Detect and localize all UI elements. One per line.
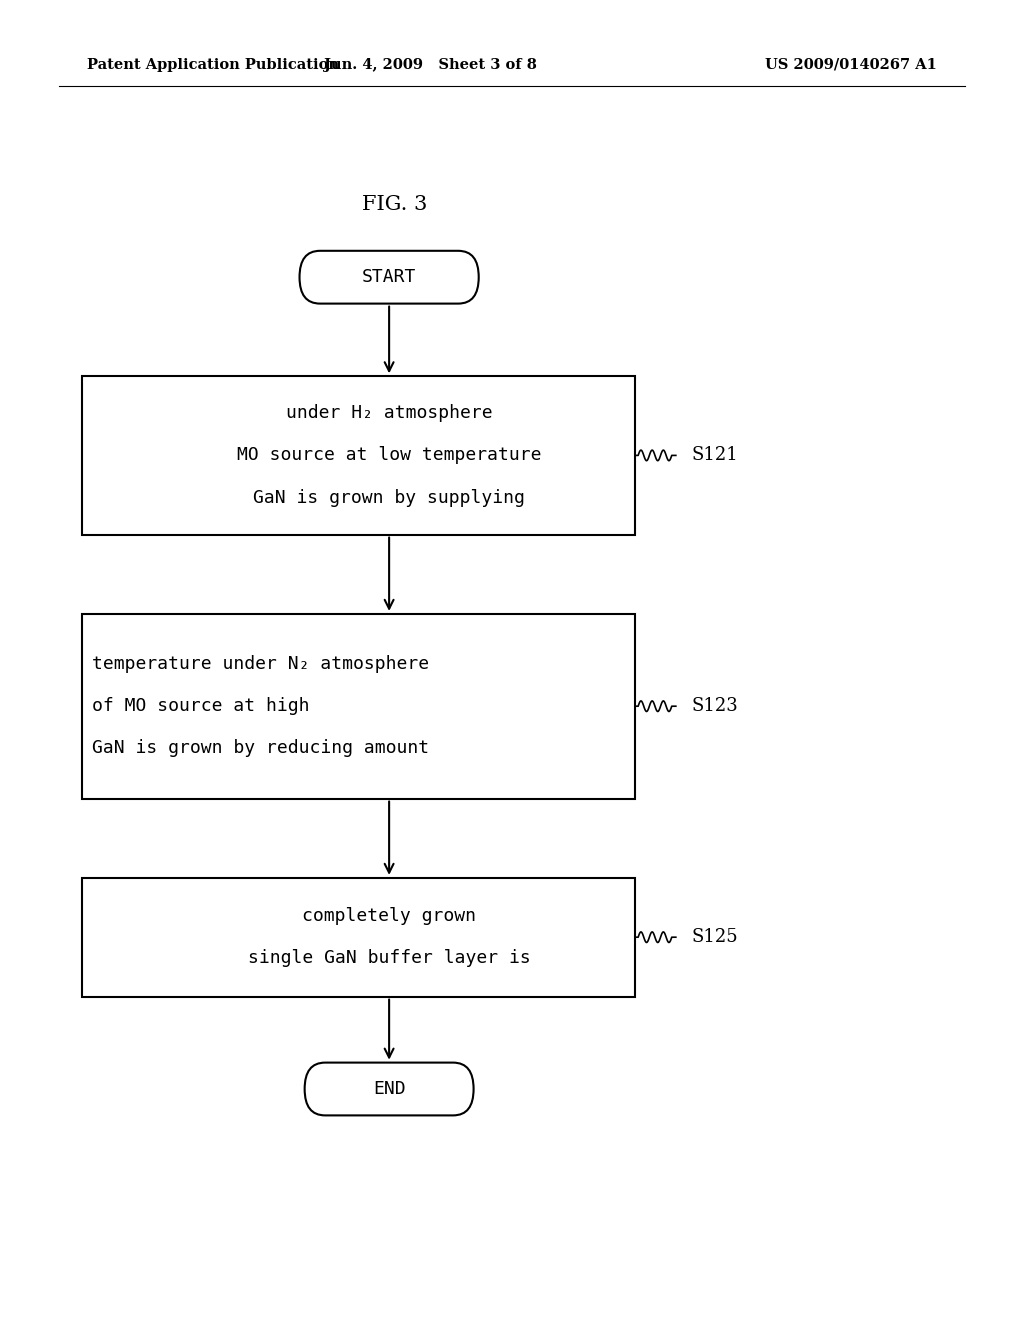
- Text: S123: S123: [691, 697, 738, 715]
- Text: FIG. 3: FIG. 3: [361, 195, 427, 214]
- Bar: [82, 878, 635, 997]
- Text: S125: S125: [691, 928, 738, 946]
- Text: US 2009/0140267 A1: US 2009/0140267 A1: [765, 58, 937, 71]
- Text: completely grown: completely grown: [302, 907, 476, 925]
- Text: of MO source at high: of MO source at high: [92, 697, 309, 715]
- FancyBboxPatch shape: [299, 251, 478, 304]
- Text: MO source at low temperature: MO source at low temperature: [237, 446, 542, 465]
- Text: GaN is grown by reducing amount: GaN is grown by reducing amount: [92, 739, 429, 758]
- Text: START: START: [361, 268, 417, 286]
- Bar: [82, 614, 635, 799]
- Text: Jun. 4, 2009   Sheet 3 of 8: Jun. 4, 2009 Sheet 3 of 8: [324, 58, 537, 71]
- Text: GaN is grown by supplying: GaN is grown by supplying: [253, 488, 525, 507]
- Text: END: END: [373, 1080, 406, 1098]
- Text: temperature under N₂ atmosphere: temperature under N₂ atmosphere: [92, 655, 429, 673]
- Text: single GaN buffer layer is: single GaN buffer layer is: [248, 949, 530, 968]
- Text: under H₂ atmosphere: under H₂ atmosphere: [286, 404, 493, 422]
- Text: S121: S121: [691, 446, 738, 465]
- Bar: [82, 376, 635, 535]
- Text: Patent Application Publication: Patent Application Publication: [87, 58, 339, 71]
- FancyBboxPatch shape: [305, 1063, 473, 1115]
